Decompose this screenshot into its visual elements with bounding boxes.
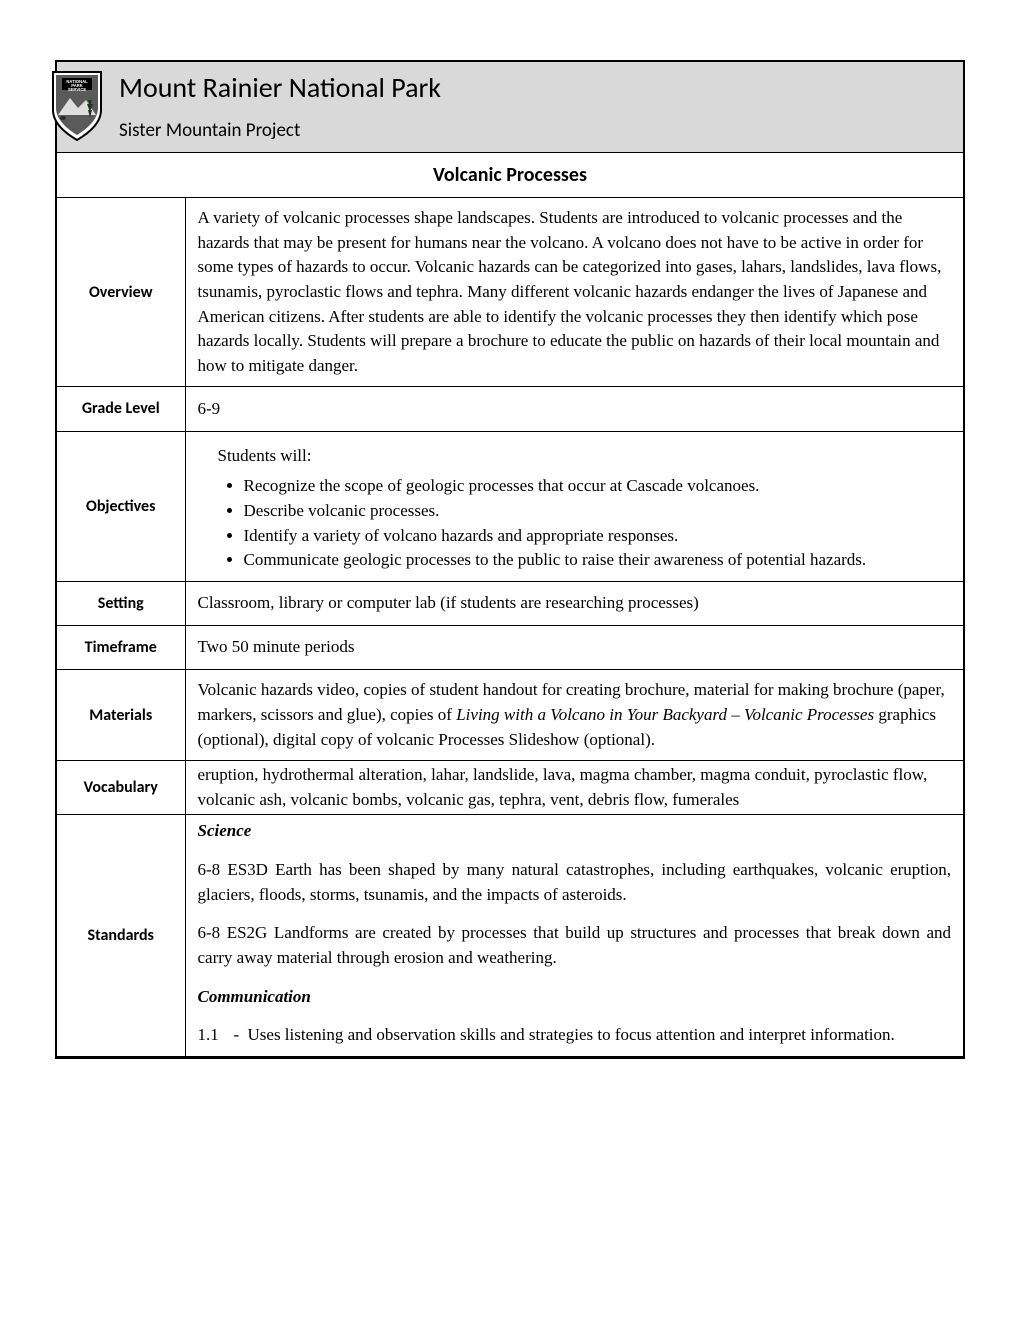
row-objectives: Objectives Students will: Recognize the … <box>57 431 963 581</box>
label-setting: Setting <box>57 581 185 625</box>
value-objectives: Students will: Recognize the scope of ge… <box>185 431 963 581</box>
row-grade-level: Grade Level 6-9 <box>57 387 963 431</box>
standards-comm-head: Communication <box>198 985 952 1010</box>
row-overview: Overview A variety of volcanic processes… <box>57 198 963 387</box>
objectives-intro: Students will: <box>218 444 952 469</box>
value-timeframe: Two 50 minute periods <box>185 626 963 670</box>
value-overview: A variety of volcanic processes shape la… <box>185 198 963 387</box>
project-subtitle: Sister Mountain Project <box>119 119 953 142</box>
list-item: Recognize the scope of geologic processe… <box>244 474 952 499</box>
park-title: Mount Rainier National Park <box>119 70 953 105</box>
label-grade-level: Grade Level <box>57 387 185 431</box>
logo-container: NATIONAL PARK SERVICE <box>47 70 107 142</box>
svg-text:SERVICE: SERVICE <box>68 87 87 92</box>
materials-em: Living with a Volcano in Your Backyard –… <box>456 705 874 724</box>
label-vocabulary: Vocabulary <box>57 761 185 815</box>
standards-comm-num: 1.1 <box>198 1023 234 1048</box>
content-table: Overview A variety of volcanic processes… <box>57 197 963 1057</box>
standards-comm-text: Uses listening and observation skills an… <box>248 1023 952 1048</box>
label-timeframe: Timeframe <box>57 626 185 670</box>
header-text: Mount Rainier National Park Sister Mount… <box>117 70 953 142</box>
label-standards: Standards <box>57 815 185 1056</box>
value-vocabulary: eruption, hydrothermal alteration, lahar… <box>185 761 963 815</box>
header: NATIONAL PARK SERVICE Mount Rainier Nati… <box>57 62 963 152</box>
label-materials: Materials <box>57 670 185 761</box>
standards-comm-dash: - <box>234 1023 248 1048</box>
document-title: Volcanic Processes <box>57 152 963 197</box>
label-objectives: Objectives <box>57 431 185 581</box>
list-item: Identify a variety of volcano hazards an… <box>244 524 952 549</box>
row-standards: Standards Science 6-8 ES3D Earth has bee… <box>57 815 963 1056</box>
document-frame: NATIONAL PARK SERVICE Mount Rainier Nati… <box>55 60 965 1059</box>
value-materials: Volcanic hazards video, copies of studen… <box>185 670 963 761</box>
value-standards: Science 6-8 ES3D Earth has been shaped b… <box>185 815 963 1056</box>
row-setting: Setting Classroom, library or computer l… <box>57 581 963 625</box>
standards-sci2: 6-8 ES2G Landforms are created by proces… <box>198 921 952 970</box>
row-materials: Materials Volcanic hazards video, copies… <box>57 670 963 761</box>
row-timeframe: Timeframe Two 50 minute periods <box>57 626 963 670</box>
nps-arrowhead-logo-icon: NATIONAL PARK SERVICE <box>48 70 106 142</box>
value-setting: Classroom, library or computer lab (if s… <box>185 581 963 625</box>
value-grade-level: 6-9 <box>185 387 963 431</box>
standards-sci1: 6-8 ES3D Earth has been shaped by many n… <box>198 858 952 907</box>
row-vocabulary: Vocabulary eruption, hydrothermal altera… <box>57 761 963 815</box>
standards-science-head: Science <box>198 819 952 844</box>
standards-comm-item: 1.1 - Uses listening and observation ski… <box>198 1023 952 1048</box>
list-item: Describe volcanic processes. <box>244 499 952 524</box>
label-overview: Overview <box>57 198 185 387</box>
list-item: Communicate geologic processes to the pu… <box>244 548 952 573</box>
objectives-list: Recognize the scope of geologic processe… <box>244 474 952 573</box>
